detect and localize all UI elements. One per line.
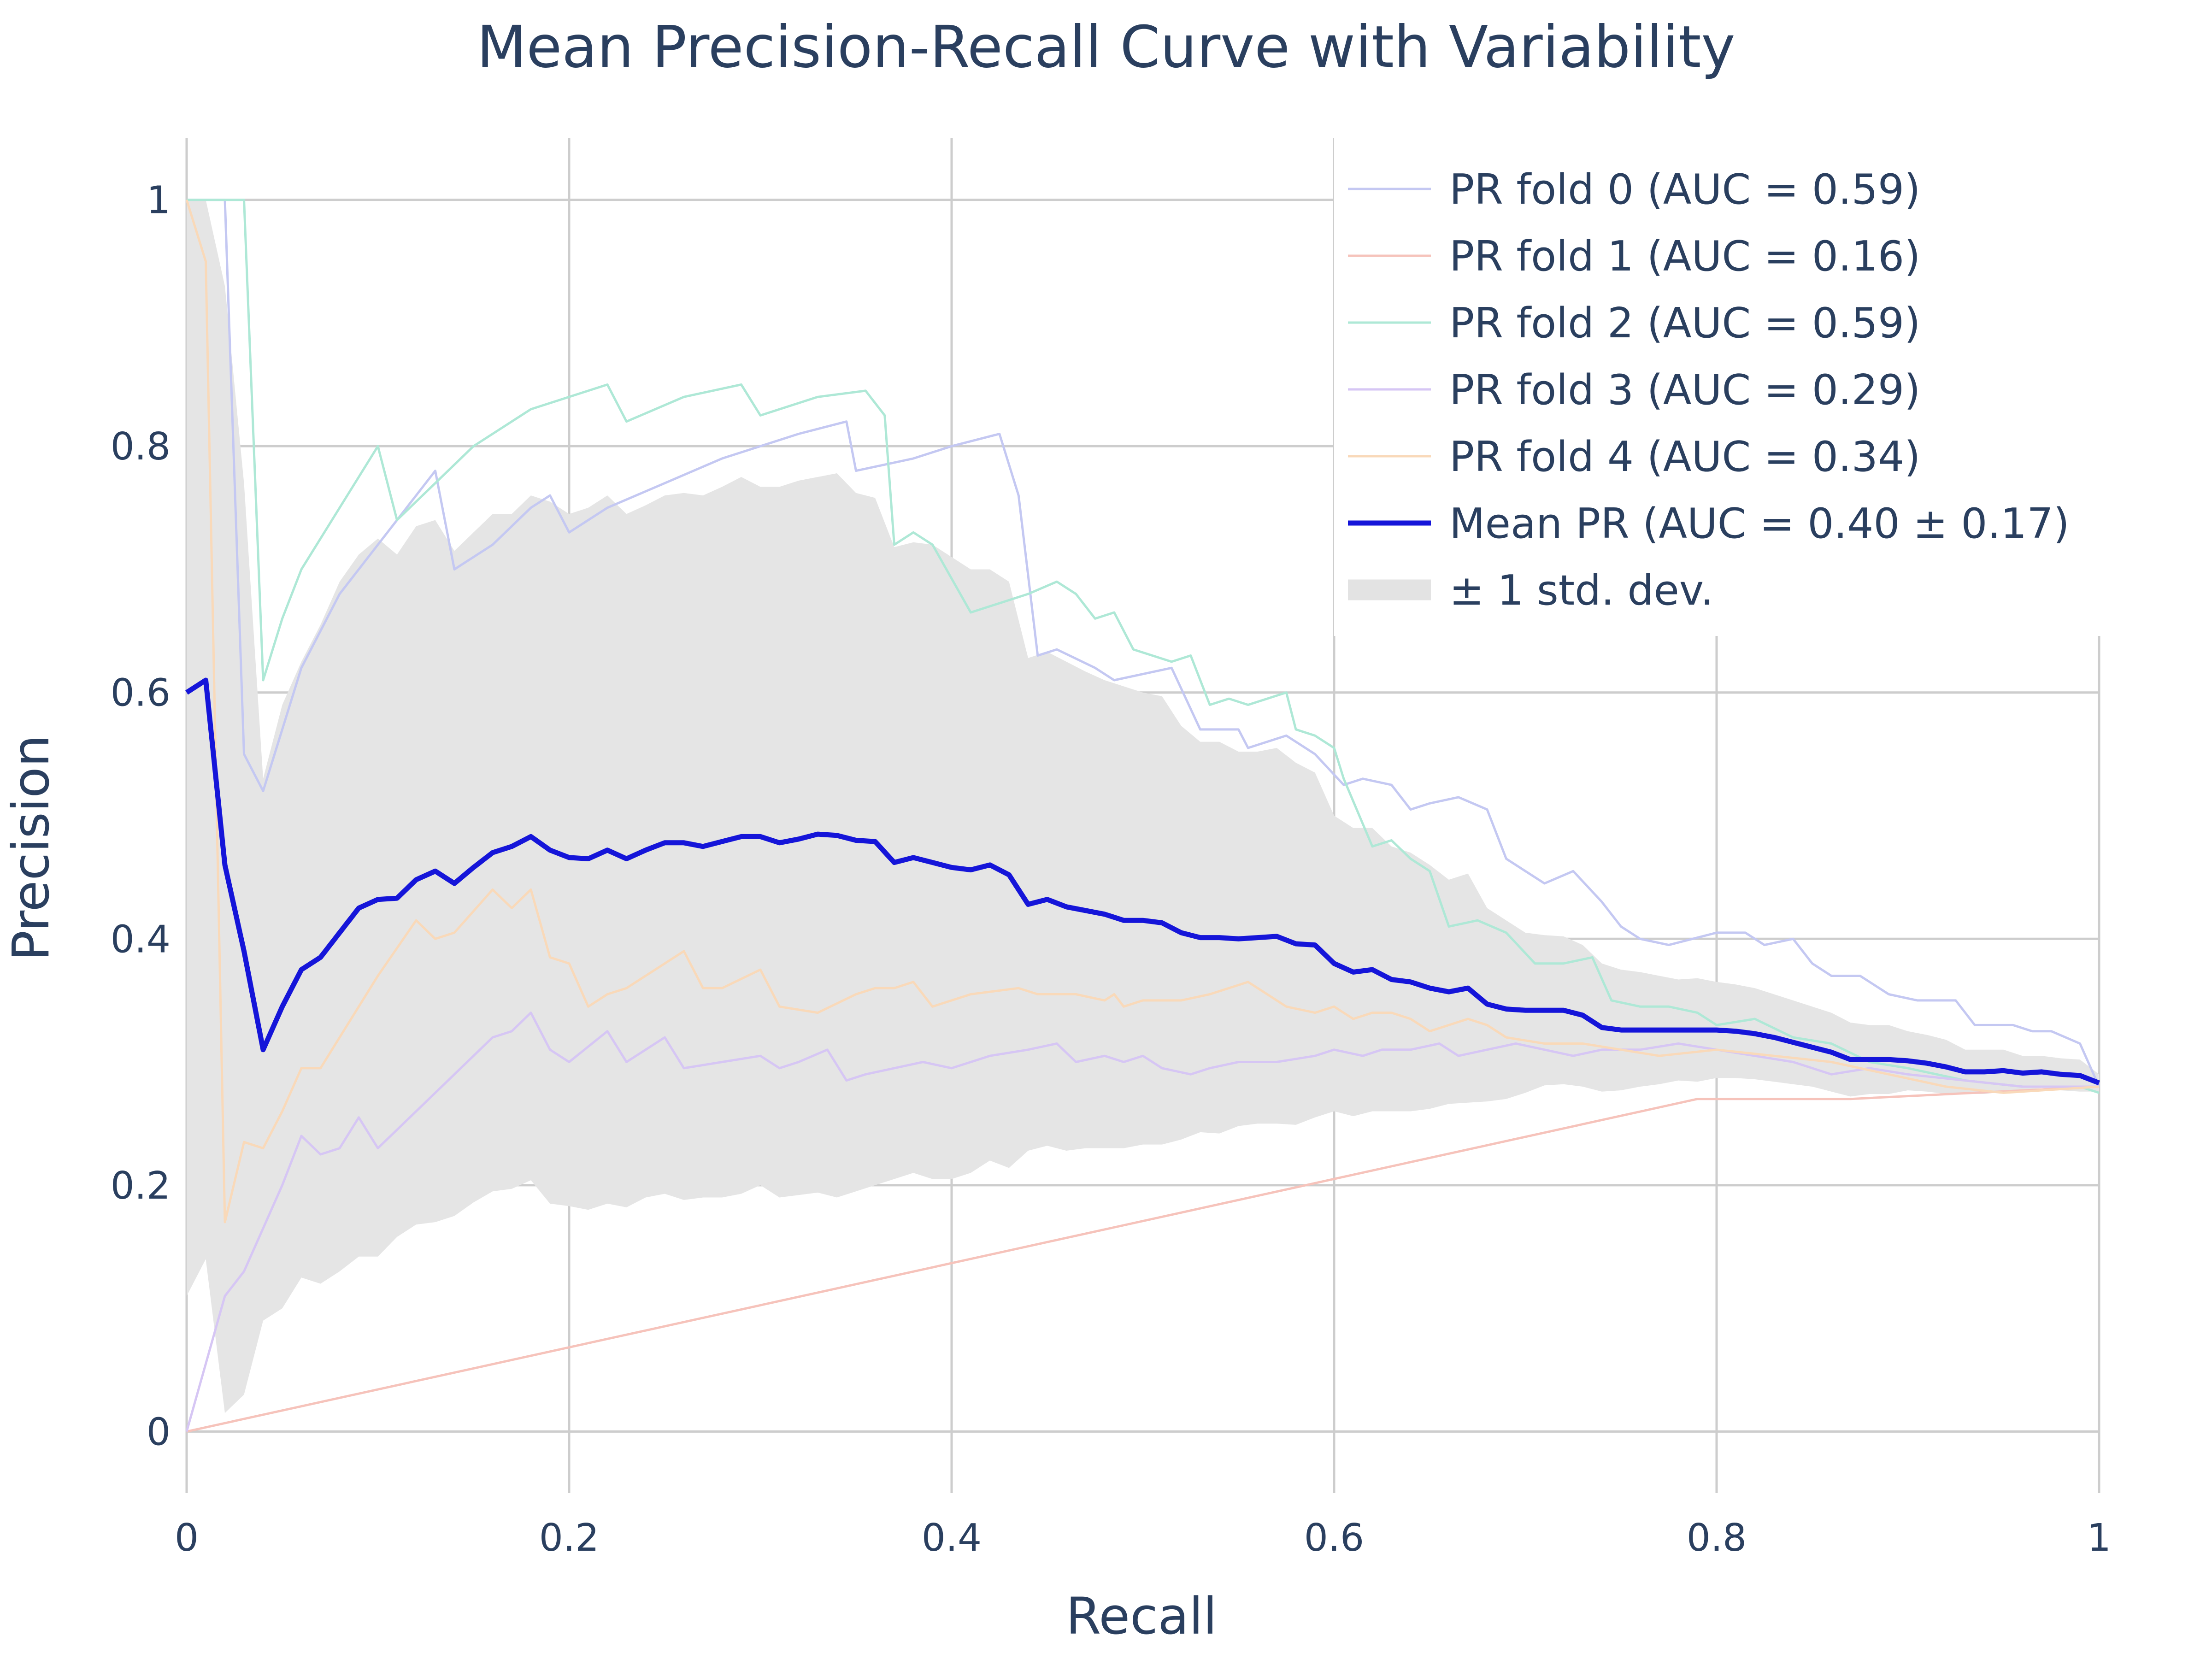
legend-label-fold-4: PR fold 4 (AUC = 0.34)	[1449, 433, 1920, 481]
x-tick-label: 0.2	[539, 1516, 599, 1560]
y-tick-label: 0	[147, 1410, 171, 1454]
legend-label-fold-2: PR fold 2 (AUC = 0.59)	[1449, 299, 1920, 347]
pr-fold-4-line	[185, 199, 2100, 1224]
pr-fold-1-line	[186, 1085, 2100, 1433]
x-tick-label: 0.8	[1687, 1516, 1747, 1560]
mean-pr-line	[185, 677, 2100, 1086]
y-tick-label: 0.4	[111, 918, 171, 961]
y-axis-title: Precision	[1, 735, 60, 961]
legend-box	[1334, 134, 2127, 636]
legend-label-mean: Mean PR (AUC = 0.40 ± 0.17)	[1449, 500, 2070, 548]
y-tick-label: 0.8	[111, 425, 171, 469]
y-tick-label: 0.2	[111, 1164, 171, 1208]
chart-title: Mean Precision-Recall Curve with Variabi…	[477, 14, 1735, 81]
x-tick-label: 0	[175, 1516, 199, 1560]
legend-label-fold-0: PR fold 0 (AUC = 0.59)	[1449, 165, 1920, 214]
legend: PR fold 0 (AUC = 0.59) PR fold 1 (AUC = 0…	[1334, 134, 2127, 636]
y-tick-label: 1	[147, 179, 171, 223]
x-tick-label: 1	[2087, 1516, 2111, 1560]
pr-fold-3-line	[185, 1012, 2099, 1432]
std-dev-band	[187, 200, 2099, 1413]
pr-fold-0-line	[187, 199, 2100, 1088]
legend-label-fold-1: PR fold 1 (AUC = 0.16)	[1449, 232, 1920, 281]
axes: 0 0.2 0.4 0.6 0.8 1 0 0.2 0.4 0.6 0.8 1	[111, 179, 2112, 1560]
y-tick-label: 0.6	[111, 671, 171, 715]
pr-fold-2-line	[187, 199, 2100, 1094]
x-axis-title: Recall	[1066, 1587, 1217, 1646]
std-band-layer	[187, 200, 2099, 1413]
legend-label-band: ± 1 std. dev.	[1449, 566, 1714, 615]
x-tick-label: 0.6	[1304, 1516, 1364, 1560]
legend-label-fold-3: PR fold 3 (AUC = 0.29)	[1449, 366, 1920, 414]
x-tick-label: 0.4	[922, 1516, 982, 1560]
series-layer	[185, 199, 2100, 1433]
